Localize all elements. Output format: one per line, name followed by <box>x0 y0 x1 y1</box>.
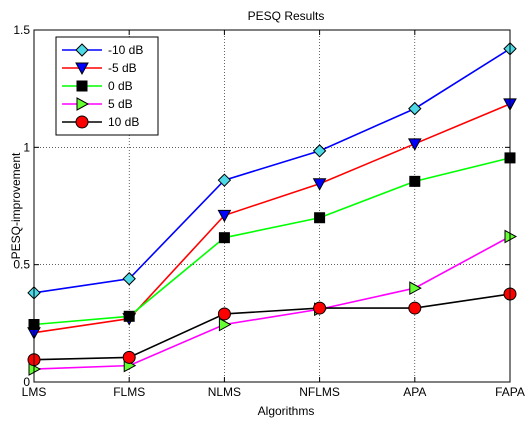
legend-label: 0 dB <box>108 79 133 93</box>
chart-title: PESQ Results <box>248 9 325 23</box>
y-tick-label: 1.5 <box>13 23 30 37</box>
series-line <box>33 293 511 361</box>
x-tick-label: LMS <box>22 385 47 399</box>
legend-marker <box>76 80 88 92</box>
x-tick-label: NLMS <box>208 385 241 399</box>
legend-item: 5 dB <box>62 97 133 111</box>
data-point <box>313 301 327 315</box>
x-tick-label: APA <box>403 385 426 399</box>
data-point <box>409 281 422 295</box>
x-axis-label: Algorithms <box>258 404 315 418</box>
axis-ticks: LMS FLMS NLMS NFLMS APA FAPA 0 0.5 1 1.5 <box>13 23 525 399</box>
data-point <box>407 138 422 151</box>
data-point <box>123 310 135 322</box>
legend-item: -5 dB <box>62 61 137 76</box>
y-tick-label: 0.5 <box>13 258 30 272</box>
data-point <box>408 301 422 315</box>
y-tick-label: 1 <box>23 140 30 154</box>
legend-item: 10 dB <box>62 115 139 129</box>
series-line <box>33 235 511 370</box>
legend-label: -10 dB <box>108 43 143 57</box>
legend-label: 10 dB <box>108 115 139 129</box>
legend-item: 0 dB <box>62 79 133 93</box>
y-axis-label: PESQ-improvement <box>9 152 23 259</box>
data-point <box>122 272 136 286</box>
x-tick-label: FAPA <box>495 385 525 399</box>
legend-marker <box>75 115 89 129</box>
data-point <box>312 144 327 158</box>
legend-label: 5 dB <box>108 97 133 111</box>
data-point <box>122 350 136 364</box>
data-point <box>217 209 232 223</box>
legend-marker <box>75 43 89 57</box>
legend-marker <box>75 62 89 76</box>
x-tick-label: NFLMS <box>299 385 340 399</box>
data-point <box>218 232 230 244</box>
legend: -10 dB -5 dB 0 dB 5 dB 10 dB <box>55 36 159 136</box>
legend-item: -10 dB <box>62 43 143 57</box>
grid <box>34 30 510 382</box>
data-point <box>409 175 421 187</box>
data-point <box>217 307 231 321</box>
data-point <box>217 173 232 187</box>
series-0-db <box>28 152 516 331</box>
plot-frame <box>33 29 511 383</box>
series-line <box>33 103 511 334</box>
series-5-db <box>28 229 518 376</box>
x-tick-label: FLMS <box>113 385 145 399</box>
series-10-db <box>27 287 517 367</box>
legend-marker <box>76 97 90 111</box>
data-point <box>408 101 422 116</box>
data-point <box>314 212 326 224</box>
legend-label: -5 dB <box>108 61 137 75</box>
data-point <box>312 178 327 191</box>
series-10-db <box>27 42 517 300</box>
data-point <box>218 317 232 332</box>
series-line <box>33 157 511 326</box>
y-tick-label: 0 <box>23 375 30 389</box>
series-line <box>33 48 511 294</box>
